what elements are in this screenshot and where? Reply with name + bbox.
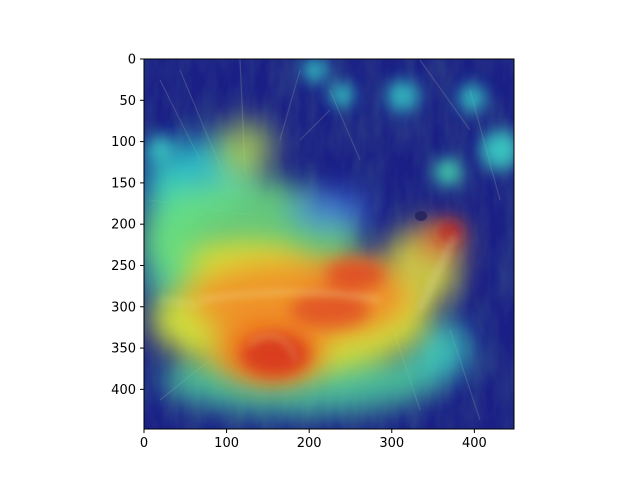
y-tick-label: 150	[111, 176, 136, 191]
y-tick-label: 50	[119, 94, 136, 109]
y-tick-label: 300	[111, 300, 136, 315]
plot-frame	[143, 58, 515, 430]
y-tick-label: 250	[111, 259, 136, 274]
y-tick-label: 0	[128, 53, 136, 68]
x-tick-label: 200	[297, 436, 322, 451]
heatmap-image	[144, 59, 514, 429]
y-tick-label: 350	[111, 342, 136, 357]
y-tick-label: 200	[111, 218, 136, 233]
y-tick-label: 400	[111, 383, 136, 398]
x-tick-label: 100	[214, 436, 239, 451]
x-tick-label: 0	[140, 436, 148, 451]
y-tick-label: 100	[111, 135, 136, 150]
y-axis: 0 50 100 150 200 250 300 350 400	[111, 53, 144, 398]
x-tick-label: 300	[379, 436, 404, 451]
x-tick-label: 400	[462, 436, 487, 451]
x-axis: 0 100 200 300 400	[140, 429, 487, 451]
